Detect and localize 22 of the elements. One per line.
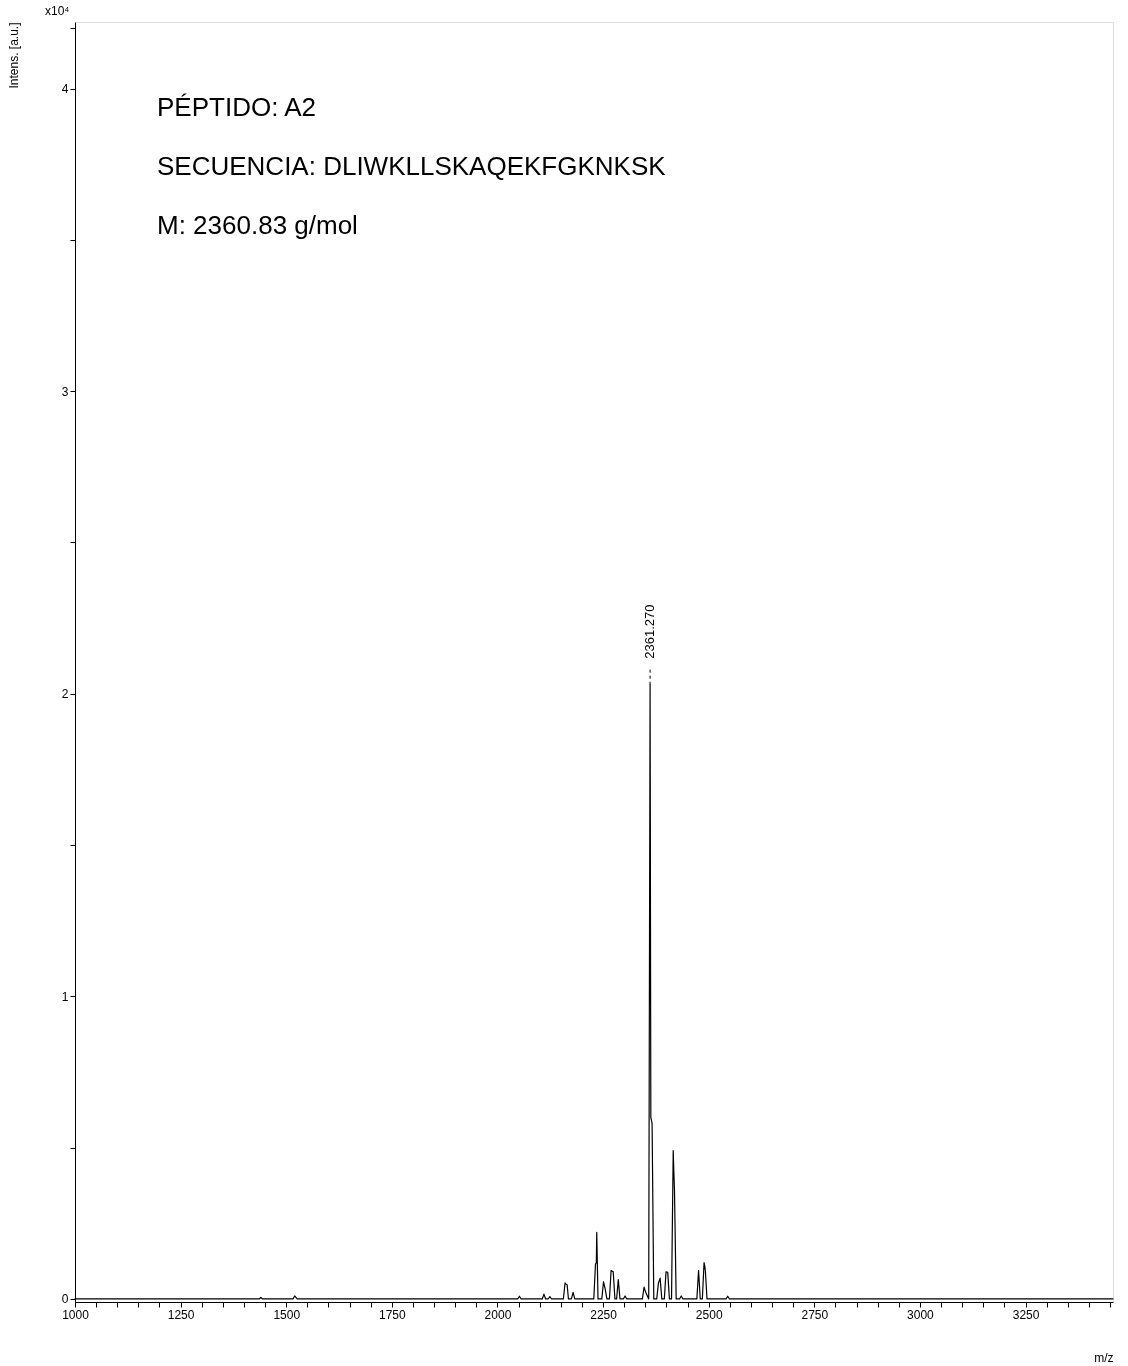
text: x10⁴ [45, 4, 70, 18]
annotation: M: 2360.83 g/mol [157, 210, 358, 240]
annotation: 2361.270 [642, 604, 658, 659]
y-tick-label: 2 [61, 687, 69, 702]
y-tick-label: 1 [61, 989, 69, 1004]
x-tick-label: 1750 [379, 1307, 407, 1322]
annotation: PÉPTIDO: A2 [157, 92, 316, 122]
x-tick-label: 2500 [695, 1307, 723, 1322]
x-tick-label: 1000 [62, 1307, 90, 1322]
x-tick-label: 1500 [273, 1307, 301, 1322]
x-tick-label: 1250 [167, 1307, 195, 1322]
x-tick-label: 2750 [801, 1307, 829, 1322]
y-tick-label: 0 [61, 1292, 69, 1307]
y-axis-title: Intens. [a.u.] [6, 22, 21, 89]
y-tick-label: 4 [61, 82, 69, 97]
x-tick-label: 3000 [907, 1307, 935, 1322]
x-tick-label: 2000 [484, 1307, 512, 1322]
y-tick-label: 3 [61, 384, 69, 399]
annotation: SECUENCIA: DLIWKLLSKAQEKFGKNKSK [157, 151, 667, 181]
x-axis-title: m/z [1094, 1350, 1114, 1365]
x-tick-label: 3250 [1012, 1307, 1040, 1322]
x-tick-label: 2250 [590, 1307, 618, 1322]
